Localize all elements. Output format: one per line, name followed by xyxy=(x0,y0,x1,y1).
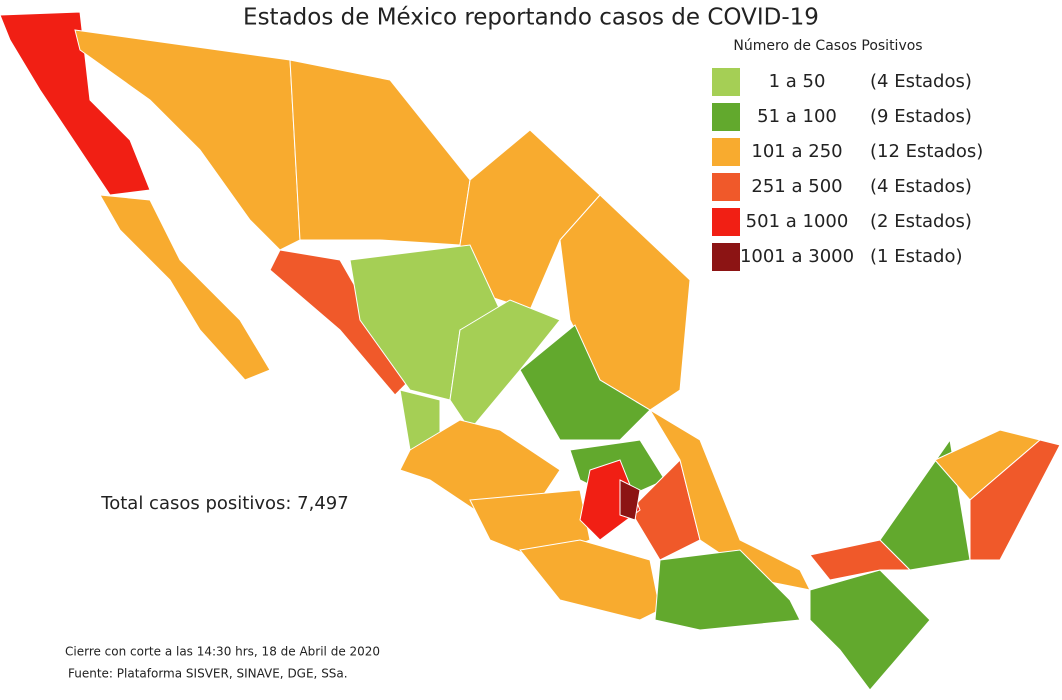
state-region xyxy=(289,59,471,246)
legend-count: (12 Estados) xyxy=(870,141,983,162)
map xyxy=(0,11,1061,691)
legend-swatch xyxy=(712,243,740,271)
legend-range: 1 a 50 xyxy=(769,71,826,92)
state-region xyxy=(969,439,1061,561)
legend-count: (4 Estados) xyxy=(870,71,972,92)
state-region xyxy=(654,549,801,631)
state-region xyxy=(269,249,411,396)
legend-swatch xyxy=(712,138,740,166)
map-title: Estados de México reportando casos de CO… xyxy=(243,5,819,31)
legend-swatch xyxy=(712,208,740,236)
state-region xyxy=(99,194,271,381)
state-region xyxy=(809,539,912,581)
state-region xyxy=(519,539,661,621)
legend-swatch xyxy=(712,173,740,201)
state-region xyxy=(809,569,931,691)
legend-count: (9 Estados) xyxy=(870,106,972,127)
legend-count: (2 Estados) xyxy=(870,211,972,232)
legend-swatch xyxy=(712,68,740,96)
footnote: Fuente: Plataforma SISVER, SINAVE, DGE, … xyxy=(68,667,348,681)
legend-count: (4 Estados) xyxy=(870,176,972,197)
legend-swatch xyxy=(712,103,740,131)
legend-range: 1001 a 3000 xyxy=(740,246,854,267)
legend: 1 a 50 (4 Estados) 51 a 100 (9 Estados) 101 … xyxy=(712,68,983,271)
legend-range: 251 a 500 xyxy=(751,176,842,197)
state-region xyxy=(619,479,641,521)
legend-title: Número de Casos Positivos xyxy=(733,38,922,54)
total-cases: Total casos positivos: 7,497 xyxy=(100,493,348,514)
legend-range: 501 a 1000 xyxy=(746,211,849,232)
state-region xyxy=(0,11,151,196)
legend-count: (1 Estado) xyxy=(870,246,963,267)
legend-range: 51 a 100 xyxy=(757,106,837,127)
footnote: Cierre con corte a las 14:30 hrs, 18 de … xyxy=(65,645,380,659)
state-region xyxy=(579,459,641,541)
legend-range: 101 a 250 xyxy=(751,141,842,162)
